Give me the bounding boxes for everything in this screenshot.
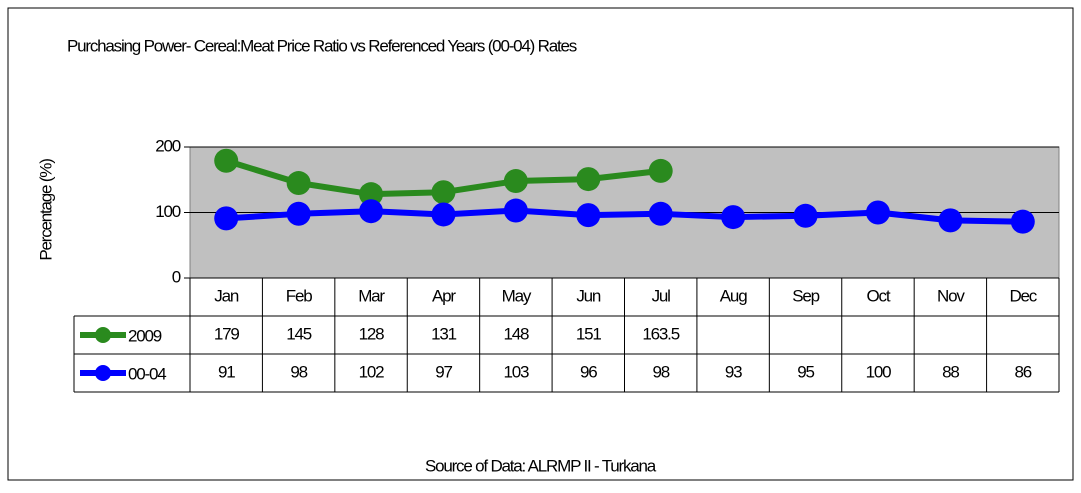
point	[214, 148, 239, 173]
series-line	[226, 207, 1023, 225]
table-value: 91	[218, 362, 235, 381]
x-tick-label: Apr	[432, 286, 456, 305]
table-value: 98	[652, 362, 669, 381]
x-tick-label: Nov	[937, 286, 965, 305]
point	[721, 205, 746, 230]
y-axis-label: Percentage (%)	[36, 159, 55, 261]
point	[793, 203, 818, 228]
x-tick-label: Jun	[576, 286, 601, 305]
table-value: 131	[431, 324, 457, 343]
table-value: 98	[290, 362, 307, 381]
point	[576, 167, 601, 192]
x-tick-label: Jul	[652, 286, 671, 305]
table-value: 102	[359, 362, 385, 381]
x-tick-label: Sep	[792, 286, 819, 305]
point	[359, 182, 384, 207]
point	[431, 202, 456, 227]
chart-title: Purchasing Power- Cereal:Meat Price Rati…	[67, 36, 577, 55]
x-tick-label: May	[502, 286, 532, 305]
point	[503, 198, 528, 223]
x-tick-label: Dec	[1009, 286, 1037, 305]
source-note: Source of Data: ALRMP II - Turkana	[425, 456, 657, 475]
table-value: 145	[286, 324, 312, 343]
x-tick-label: Aug	[720, 286, 747, 305]
table-value: 151	[576, 324, 602, 343]
point	[648, 201, 673, 226]
table-value: 95	[797, 362, 814, 381]
y-tick-label: 0	[172, 267, 181, 286]
table-value: 148	[503, 324, 529, 343]
table-value: 100	[866, 362, 892, 381]
point	[1010, 209, 1035, 234]
y-tick-label: 100	[155, 202, 181, 221]
x-tick-label: Mar	[358, 286, 385, 305]
table-value: 103	[503, 362, 529, 381]
x-tick-label: Jan	[214, 286, 239, 305]
table-value: 163.5	[642, 324, 679, 343]
x-tick-label: Feb	[286, 286, 312, 305]
legend-label: 00-04	[128, 364, 166, 383]
legend-label: 2009	[128, 326, 162, 345]
point	[431, 180, 456, 205]
legend-marker	[95, 365, 111, 381]
point	[938, 208, 963, 233]
point	[576, 203, 601, 228]
table-value: 93	[725, 362, 742, 381]
table-value: 97	[435, 362, 452, 381]
table-value: 88	[942, 362, 959, 381]
legend-marker	[95, 327, 111, 343]
table-value: 128	[359, 324, 385, 343]
point	[286, 201, 311, 226]
table-value: 179	[214, 324, 240, 343]
point	[214, 206, 239, 231]
point	[648, 158, 673, 183]
point	[286, 171, 311, 196]
y-tick-label: 200	[155, 136, 181, 155]
point	[865, 200, 890, 225]
table-value: 86	[1015, 362, 1032, 381]
point	[503, 169, 528, 194]
table-value: 96	[580, 362, 597, 381]
x-tick-label: Oct	[867, 286, 891, 305]
point	[359, 199, 384, 224]
